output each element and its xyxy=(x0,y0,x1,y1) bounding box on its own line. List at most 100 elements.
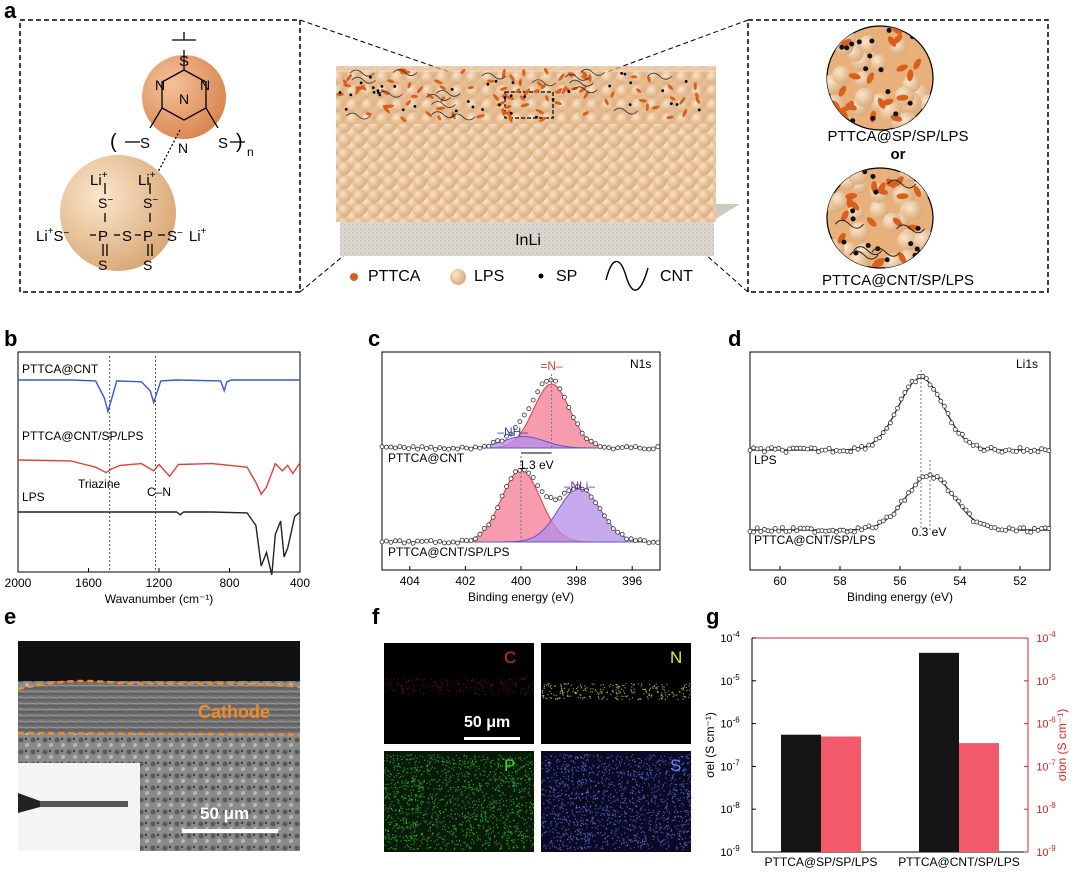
legend-cnt: CNT xyxy=(660,268,693,285)
corner-label: N1s xyxy=(630,357,651,371)
atom-p: P xyxy=(143,228,153,245)
panel-e-label: e xyxy=(4,604,17,629)
subscript-n: n xyxy=(247,145,254,159)
legend-lps: LPS xyxy=(474,268,505,285)
x-tick-label: 400 xyxy=(290,576,310,590)
series-label: PTTCA@CNT xyxy=(388,451,465,465)
series-label: PTTCA@CNT/SP/LPS xyxy=(754,533,876,547)
atom-n: N xyxy=(155,77,165,93)
fit-line xyxy=(750,377,1050,451)
ftir-chart: 2000 1600 1200 800 400 Wavanumber (cm⁻¹) PTTCA… xyxy=(5,351,310,606)
series-line xyxy=(17,459,301,496)
x-tick-label: 60 xyxy=(773,574,787,588)
x-axis-label: Binding energy (eV) xyxy=(847,590,953,604)
label-sp-composite: PTTCA@SP/SP/LPS xyxy=(827,128,969,145)
atom-s-top: S xyxy=(179,53,189,70)
atom-n: N xyxy=(200,77,210,93)
category-label: PTTCA@SP/SP/LPS xyxy=(765,855,878,869)
pttca-cnt-particles xyxy=(336,67,701,123)
peak-label-nli: –NLi– xyxy=(564,479,596,493)
atom-s: S xyxy=(143,257,152,273)
x-axis-label: Binding energy (eV) xyxy=(468,590,574,604)
bar-sigma-ion xyxy=(959,743,999,852)
panel-d-label: d xyxy=(728,326,742,351)
panel-a-label: a xyxy=(4,0,17,23)
annotation-cn: C–N xyxy=(147,485,171,499)
bar-sigma-el xyxy=(781,734,821,852)
x-tick-label: 400 xyxy=(511,574,531,588)
x-axis-label: Wavanumber (cm⁻¹) xyxy=(105,592,214,606)
shift-label: 1.3 eV xyxy=(519,458,554,472)
bracket-right: ) xyxy=(236,131,243,153)
x-tick-label: 52 xyxy=(1013,574,1027,588)
y-tick-label-right: 10-6 xyxy=(1036,716,1056,731)
y-tick-label-left: 10-5 xyxy=(720,673,740,688)
panel-b-label: b xyxy=(4,326,18,351)
x-tick-label: 54 xyxy=(953,574,967,588)
pttca-marker xyxy=(350,273,358,281)
s-li-right: S− Li+ xyxy=(167,226,207,245)
lps-marker xyxy=(450,269,466,285)
atom-s-bridge: S xyxy=(122,228,132,245)
atom-s: S xyxy=(140,135,150,152)
eds-scale-bar xyxy=(464,737,520,740)
label-cnt-composite: PTTCA@CNT/SP/LPS xyxy=(822,272,974,289)
label-or: or xyxy=(890,146,906,163)
series-label: PTTCA@CNT xyxy=(22,362,99,376)
series-label: PTTCA@CNT/SP/LPS xyxy=(388,545,510,559)
n1s-xps-chart: 404 402 400 398 396 Binding energy (eV) N1s PTT… xyxy=(379,351,661,604)
scale-bar-label: 50 μm xyxy=(200,804,250,823)
eds-maps xyxy=(384,643,692,852)
cathode-label: Cathode xyxy=(198,702,270,722)
atom-p: P xyxy=(98,228,108,245)
series-label: LPS xyxy=(754,453,777,467)
category-label: PTTCA@CNT/SP/LPS xyxy=(898,855,1020,869)
cnt-marker xyxy=(605,260,649,291)
eds-label-c: C xyxy=(504,648,517,667)
series-label: PTTCA@CNT/SP/LPS xyxy=(22,429,144,443)
shift-label: 0.3 eV xyxy=(912,525,947,539)
y-tick-label-right: 10-7 xyxy=(1036,758,1056,773)
x-tick-label: 800 xyxy=(219,576,239,590)
cathode-stack-illustration xyxy=(336,66,740,256)
li-s-left: Li+S− xyxy=(36,226,70,245)
x-tick-label: 402 xyxy=(455,574,475,588)
panel-a-figure: S N N N N S S ( ) n Li+ Li+ S− S− Li+S− … xyxy=(19,19,1049,293)
eds-label-p: P xyxy=(504,756,516,775)
atom-s: S xyxy=(218,135,228,152)
panel-g-label: g xyxy=(706,604,720,629)
x-tick-label: 58 xyxy=(833,574,847,588)
eds-label-n: N xyxy=(670,648,683,667)
atom-n: N xyxy=(179,91,189,107)
bar-sigma-ion xyxy=(821,736,861,852)
scale-bar xyxy=(182,829,278,833)
eds-map-c xyxy=(384,643,534,744)
legend-pttca: PTTCA xyxy=(368,268,421,285)
legend-sp: SP xyxy=(556,268,578,285)
x-tick-label: 398 xyxy=(567,574,587,588)
series-line xyxy=(18,379,300,415)
panel-f-label: f xyxy=(372,604,380,629)
y-axis-label-right: σion (S cm⁻¹) xyxy=(1055,709,1069,781)
zoom-circle-sp xyxy=(826,25,934,131)
peak-label-nh: –NH– xyxy=(497,425,528,439)
x-tick-label: 1200 xyxy=(146,576,173,590)
y-tick-label-left: 10-7 xyxy=(720,758,740,773)
x-tick-label: 396 xyxy=(622,574,642,588)
zoom-circle-cnt xyxy=(826,167,934,269)
raw-data-points xyxy=(747,373,1052,455)
annotation-triazine: Triazine xyxy=(78,477,121,491)
bar-sigma-el xyxy=(919,652,959,852)
eds-label-s: S xyxy=(670,756,682,775)
sp-marker xyxy=(538,273,544,279)
li1s-xps-chart: 60 58 56 54 52 Binding energy (eV) Li1s LPS PTTC… xyxy=(747,351,1052,604)
panel-c-label: c xyxy=(368,326,381,351)
atom-n: N xyxy=(178,140,188,156)
y-tick-label-right: 10-8 xyxy=(1036,801,1056,816)
corner-label: Li1s xyxy=(1016,357,1038,371)
y-tick-label-left: 10-4 xyxy=(720,630,740,645)
y-tick-label-right: 10-4 xyxy=(1036,630,1056,645)
x-tick-label: 56 xyxy=(893,574,907,588)
pttca-lps-molecule xyxy=(60,32,245,271)
y-tick-label-right: 10-9 xyxy=(1036,844,1056,859)
